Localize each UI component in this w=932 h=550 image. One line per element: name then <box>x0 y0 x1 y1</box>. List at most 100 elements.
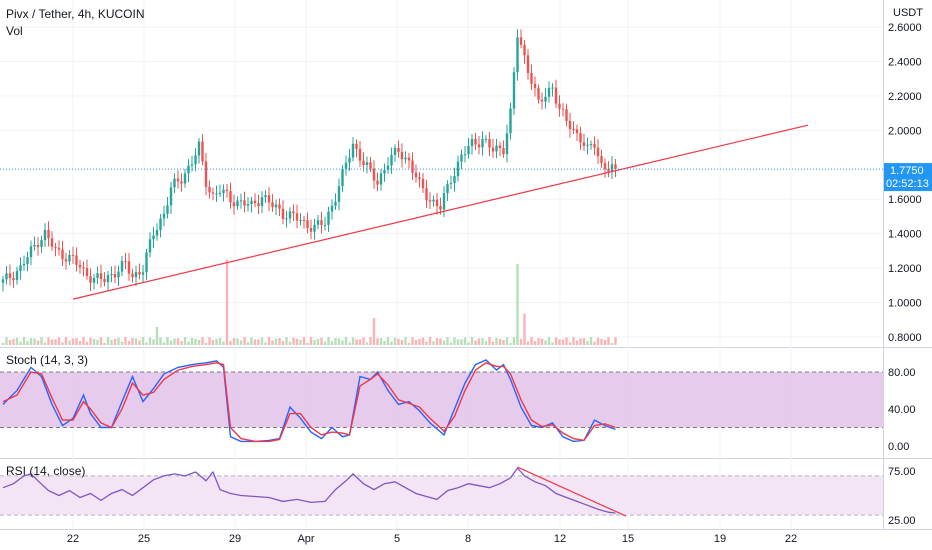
volume-bar <box>15 337 19 345</box>
volume-bar <box>498 338 502 345</box>
volume-bar <box>169 340 173 345</box>
volume-bar <box>110 339 113 345</box>
volume-bar <box>404 337 407 345</box>
candle-body <box>470 138 474 147</box>
volume-bar <box>351 337 355 345</box>
candle-body <box>243 200 246 206</box>
candle-body <box>334 201 337 206</box>
candle-body <box>544 96 547 102</box>
volume-bar <box>124 337 127 345</box>
candle-body <box>481 139 484 148</box>
volume-bar <box>274 338 278 345</box>
volume-bar <box>369 337 372 345</box>
chart-title[interactable]: Pivx / Tether, 4h, KUCOIN <box>6 7 145 21</box>
volume-bar <box>253 339 257 345</box>
candle-body <box>89 276 92 283</box>
volume-bar <box>306 342 309 345</box>
price-tick-label: 2.4000 <box>888 56 922 68</box>
volume-bar <box>425 341 428 345</box>
candle-body <box>320 220 323 225</box>
volume-bar <box>460 339 463 345</box>
price-tick-label: 1.6000 <box>888 194 922 206</box>
volume-bar <box>12 338 15 345</box>
time-tick-label: 5 <box>394 533 400 545</box>
candle-body <box>572 129 575 131</box>
volume-bar <box>470 337 474 345</box>
candle-body <box>253 200 257 204</box>
candle-body <box>341 168 344 187</box>
candle-body <box>204 161 208 187</box>
volume-bar <box>155 327 159 345</box>
volume-bar <box>572 337 575 345</box>
volume-bar <box>208 337 211 345</box>
volume-bar <box>390 341 393 345</box>
candle-body <box>57 247 61 250</box>
volume-bar <box>432 341 435 345</box>
rsi-line <box>2 467 616 514</box>
volume-bar <box>229 341 232 345</box>
volume-bar <box>176 338 180 345</box>
candle-body <box>120 261 124 272</box>
time-tick-label: 22 <box>785 533 797 545</box>
candle-body <box>432 199 435 202</box>
candle-body <box>495 145 498 152</box>
time-tick-label: 22 <box>67 533 79 545</box>
candle-body <box>180 181 183 184</box>
volume-bar <box>383 341 386 345</box>
volume-bar <box>453 337 456 345</box>
price-tick-label: 1.0000 <box>888 298 922 310</box>
volume-bar <box>141 337 145 345</box>
candle-body <box>607 169 610 172</box>
candle-body <box>106 275 110 283</box>
stoch-title[interactable]: Stoch (14, 3, 3) <box>6 353 88 367</box>
volume-bar <box>302 337 306 345</box>
candle-body <box>453 176 456 184</box>
candle-body <box>337 186 341 202</box>
volume-bar <box>82 337 85 345</box>
time-tick-label: 15 <box>622 533 634 545</box>
candle-body <box>502 148 505 155</box>
volume-bar <box>414 339 418 345</box>
volume-bar <box>313 339 316 345</box>
candle-body <box>68 254 71 262</box>
candle-body <box>187 165 190 174</box>
trendlines[interactable] <box>72 124 809 517</box>
countdown-timer: 02:52:13 <box>886 178 929 190</box>
volume-label[interactable]: Vol <box>6 24 23 38</box>
volume-bar <box>19 341 22 345</box>
candle-body <box>278 204 281 209</box>
volume-bar <box>271 340 274 345</box>
price-tick-label: 2.6000 <box>888 22 922 34</box>
volume-bar <box>593 341 596 345</box>
candle-body <box>173 178 176 188</box>
stoch-band <box>0 371 883 428</box>
candle-body <box>82 267 85 269</box>
candle-body <box>54 246 57 248</box>
candle-body <box>404 157 407 160</box>
candle-body <box>15 271 19 280</box>
candle-body <box>292 211 295 214</box>
candle-body <box>267 195 271 203</box>
candle-body <box>582 142 586 146</box>
candle-body <box>176 178 180 182</box>
volume-bar <box>257 339 260 345</box>
volume-bar <box>530 337 533 345</box>
rsi-title[interactable]: RSI (14, close) <box>6 464 85 478</box>
volume-bar <box>537 338 540 345</box>
volume-bar <box>397 338 400 345</box>
volume-bar <box>509 342 512 345</box>
price-tick-label: 0.8000 <box>888 332 922 344</box>
candle-body <box>593 143 596 148</box>
volume-bar <box>586 341 589 345</box>
volume-bar <box>334 338 337 345</box>
volume-bar <box>180 341 183 345</box>
candle-body <box>348 157 351 163</box>
volume-bar <box>400 339 404 345</box>
candle-body <box>344 162 348 169</box>
volume-bar <box>411 337 414 345</box>
last-price-badge: 1.7750 02:52:13 <box>884 163 932 192</box>
volume-bar <box>379 338 383 345</box>
candle-body <box>355 143 358 149</box>
volume-bar <box>285 337 288 345</box>
